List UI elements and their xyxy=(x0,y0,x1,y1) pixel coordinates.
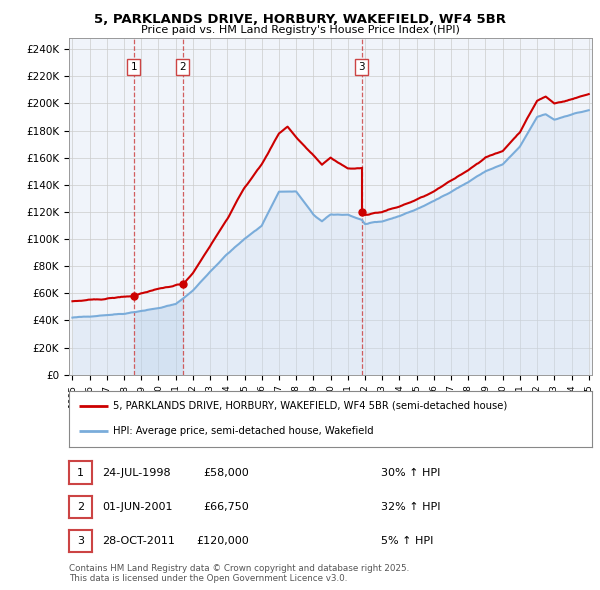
Text: £120,000: £120,000 xyxy=(196,536,249,546)
Text: 5, PARKLANDS DRIVE, HORBURY, WAKEFIELD, WF4 5BR: 5, PARKLANDS DRIVE, HORBURY, WAKEFIELD, … xyxy=(94,13,506,26)
Text: HPI: Average price, semi-detached house, Wakefield: HPI: Average price, semi-detached house,… xyxy=(113,426,374,436)
Text: 30% ↑ HPI: 30% ↑ HPI xyxy=(381,468,440,477)
Text: 5, PARKLANDS DRIVE, HORBURY, WAKEFIELD, WF4 5BR (semi-detached house): 5, PARKLANDS DRIVE, HORBURY, WAKEFIELD, … xyxy=(113,401,508,411)
Text: 32% ↑ HPI: 32% ↑ HPI xyxy=(381,502,440,512)
Text: 5% ↑ HPI: 5% ↑ HPI xyxy=(381,536,433,546)
Text: £58,000: £58,000 xyxy=(203,468,249,477)
Text: 3: 3 xyxy=(359,62,365,72)
Text: 1: 1 xyxy=(77,468,84,477)
Text: £66,750: £66,750 xyxy=(203,502,249,512)
Text: 2: 2 xyxy=(179,62,186,72)
Text: 24-JUL-1998: 24-JUL-1998 xyxy=(102,468,170,477)
Text: Contains HM Land Registry data © Crown copyright and database right 2025.
This d: Contains HM Land Registry data © Crown c… xyxy=(69,563,409,583)
Text: 1: 1 xyxy=(130,62,137,72)
Text: 2: 2 xyxy=(77,502,84,512)
Text: Price paid vs. HM Land Registry's House Price Index (HPI): Price paid vs. HM Land Registry's House … xyxy=(140,25,460,35)
Text: 01-JUN-2001: 01-JUN-2001 xyxy=(102,502,173,512)
Text: 3: 3 xyxy=(77,536,84,546)
Text: 28-OCT-2011: 28-OCT-2011 xyxy=(102,536,175,546)
